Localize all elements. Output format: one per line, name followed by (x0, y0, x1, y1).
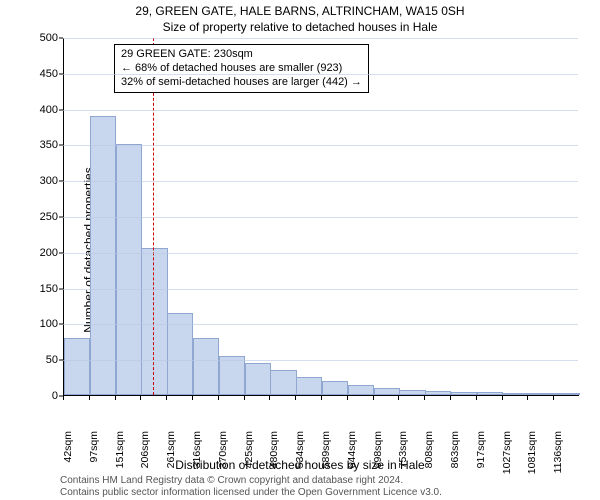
chart-subtitle: Size of property relative to detached ho… (0, 20, 600, 34)
x-tick-label: 589sqm (320, 431, 332, 481)
x-tick-label: 644sqm (346, 431, 358, 481)
y-tick-label: 200 (18, 247, 58, 259)
y-tick-label: 100 (18, 318, 58, 330)
x-tick-label: 480sqm (268, 431, 280, 481)
y-tick-label: 50 (18, 354, 58, 366)
x-tick-label: 753sqm (397, 431, 409, 481)
x-tick-label: 151sqm (114, 431, 126, 481)
histogram-bar (528, 393, 554, 395)
x-tick-label: 1081sqm (526, 431, 538, 481)
gridline (63, 110, 578, 111)
x-tick-mark (450, 396, 451, 400)
chart-container: { "chart": { "type": "histogram", "title… (0, 0, 600, 500)
gridline (63, 38, 578, 39)
y-tick-mark (59, 145, 63, 146)
x-tick-mark (140, 396, 141, 400)
y-tick-mark (59, 38, 63, 39)
histogram-bar (296, 377, 322, 395)
x-tick-mark (115, 396, 116, 400)
x-tick-label: 97sqm (88, 431, 100, 481)
histogram-bar (451, 392, 477, 395)
gridline (63, 360, 578, 361)
x-tick-label: 425sqm (243, 431, 255, 481)
y-tick-mark (59, 73, 63, 74)
gridline (63, 217, 578, 218)
footnote-line-2: Contains public sector information licen… (60, 487, 442, 499)
gridline (63, 324, 578, 325)
y-tick-label: 350 (18, 139, 58, 151)
histogram-bar (477, 392, 503, 395)
histogram-bar (503, 393, 529, 395)
x-tick-mark (553, 396, 554, 400)
histogram-bar (270, 370, 296, 395)
x-tick-mark (166, 396, 167, 400)
x-tick-label: 370sqm (217, 431, 229, 481)
y-tick-mark (59, 360, 63, 361)
x-tick-mark (398, 396, 399, 400)
gridline (63, 289, 578, 290)
gridline (63, 253, 578, 254)
y-tick-label: 400 (18, 104, 58, 116)
x-tick-label: 698sqm (372, 431, 384, 481)
x-tick-mark (424, 396, 425, 400)
histogram-bar (374, 388, 400, 395)
histogram-bar (322, 381, 348, 395)
x-tick-mark (244, 396, 245, 400)
y-tick-mark (59, 324, 63, 325)
histogram-bar (193, 338, 219, 395)
histogram-bar (425, 391, 451, 395)
y-tick-label: 450 (18, 68, 58, 80)
y-tick-label: 500 (18, 32, 58, 44)
y-tick-label: 150 (18, 283, 58, 295)
histogram-bar (64, 338, 90, 395)
histogram-bar (245, 363, 271, 395)
histogram-bar (399, 390, 425, 395)
x-tick-label: 42sqm (62, 431, 74, 481)
x-tick-label: 917sqm (475, 431, 487, 481)
x-tick-mark (295, 396, 296, 400)
histogram-bar (554, 393, 580, 395)
gridline (63, 74, 578, 75)
x-tick-mark (347, 396, 348, 400)
y-tick-mark (59, 252, 63, 253)
x-tick-label: 1136sqm (552, 431, 564, 481)
x-tick-mark (269, 396, 270, 400)
annotation-box: 29 GREEN GATE: 230sqm ← 68% of detached … (114, 44, 369, 93)
chart-title: 29, GREEN GATE, HALE BARNS, ALTRINCHAM, … (0, 4, 600, 18)
x-tick-label: 1027sqm (501, 431, 513, 481)
x-tick-label: 261sqm (165, 431, 177, 481)
x-tick-label: 863sqm (449, 431, 461, 481)
y-tick-label: 250 (18, 211, 58, 223)
x-tick-mark (502, 396, 503, 400)
x-tick-mark (89, 396, 90, 400)
y-tick-label: 0 (18, 390, 58, 402)
x-tick-mark (373, 396, 374, 400)
y-tick-mark (59, 109, 63, 110)
x-tick-label: 316sqm (191, 431, 203, 481)
x-tick-label: 808sqm (423, 431, 435, 481)
annotation-line-1: 29 GREEN GATE: 230sqm (121, 48, 362, 62)
x-tick-mark (192, 396, 193, 400)
y-tick-mark (59, 288, 63, 289)
y-tick-mark (59, 181, 63, 182)
x-tick-mark (218, 396, 219, 400)
x-tick-mark (527, 396, 528, 400)
gridline (63, 145, 578, 146)
histogram-bar (90, 116, 116, 395)
y-tick-mark (59, 217, 63, 218)
gridline (63, 181, 578, 182)
x-tick-mark (476, 396, 477, 400)
x-tick-mark (63, 396, 64, 400)
x-tick-mark (321, 396, 322, 400)
x-tick-label: 206sqm (139, 431, 151, 481)
histogram-bar (219, 356, 245, 395)
x-tick-label: 534sqm (294, 431, 306, 481)
histogram-bar (348, 385, 374, 395)
y-tick-label: 300 (18, 175, 58, 187)
annotation-line-3: 32% of semi-detached houses are larger (… (121, 76, 362, 90)
